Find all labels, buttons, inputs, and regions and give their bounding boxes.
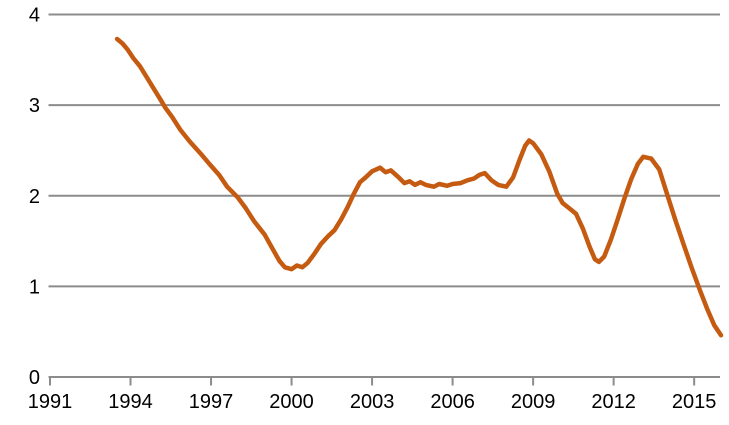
y-axis-label: 2 <box>29 186 40 208</box>
x-axis-label: 1994 <box>108 391 153 413</box>
x-axis-label: 2015 <box>672 391 717 413</box>
y-axis-label: 1 <box>29 276 40 298</box>
x-axis-label: 2009 <box>511 391 556 413</box>
x-axis-group <box>49 377 696 386</box>
y-axis-label: 4 <box>29 5 40 27</box>
x-axis-label: 1991 <box>28 391 73 413</box>
axis-labels-group: 0 1 2 3 4 1991 1994 1997 2000 2003 2006 2009 2012 201… <box>28 5 717 414</box>
x-axis-label: 2006 <box>430 391 475 413</box>
data-line-orange-line <box>114 36 724 338</box>
x-axis-label: 2012 <box>591 391 636 413</box>
gridlines-group <box>48 13 720 378</box>
data-series-group <box>114 36 724 338</box>
x-axis-label: 1997 <box>189 391 234 413</box>
x-axis-label: 2003 <box>350 391 395 413</box>
y-axis-label: 3 <box>29 95 40 117</box>
x-axis-label: 2000 <box>269 391 314 413</box>
y-axis-label: 0 <box>29 367 40 389</box>
